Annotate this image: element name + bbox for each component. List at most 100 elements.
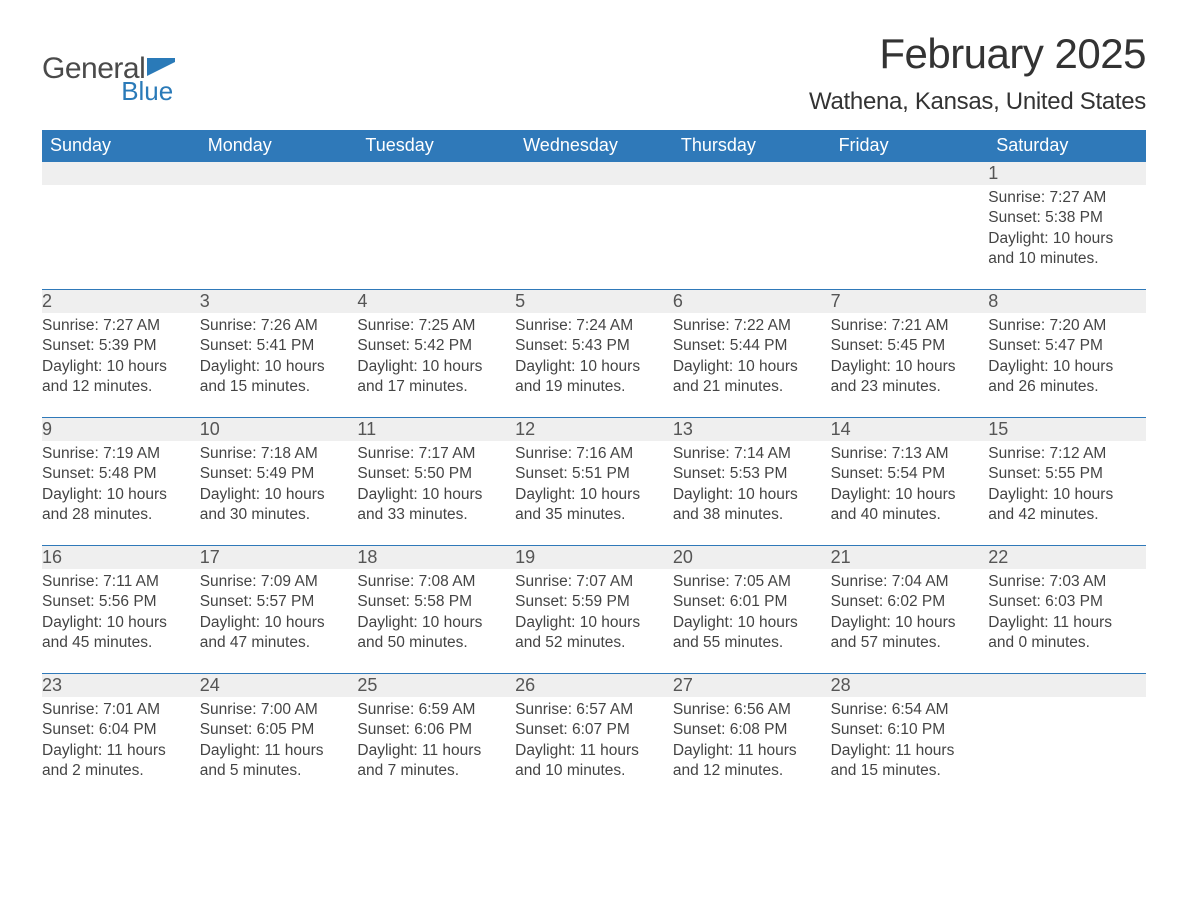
daynum-strip: 16171819202122 xyxy=(42,546,1146,569)
sunset-text: Sunset: 5:54 PM xyxy=(831,464,971,484)
sunrise-text: Sunrise: 7:27 AM xyxy=(988,188,1128,208)
day-number: 28 xyxy=(831,674,989,697)
day-cell: Sunrise: 7:00 AMSunset: 6:05 PMDaylight:… xyxy=(200,697,358,801)
sunset-text: Sunset: 5:44 PM xyxy=(673,336,813,356)
day-number: 23 xyxy=(42,674,200,697)
daylight-text: Daylight: 10 hours and 26 minutes. xyxy=(988,357,1128,398)
day-number: 26 xyxy=(515,674,673,697)
day-cell: Sunrise: 7:17 AMSunset: 5:50 PMDaylight:… xyxy=(357,441,515,545)
day-cell: Sunrise: 7:12 AMSunset: 5:55 PMDaylight:… xyxy=(988,441,1146,545)
sunset-text: Sunset: 6:10 PM xyxy=(831,720,971,740)
day-number: 5 xyxy=(515,290,673,313)
sunset-text: Sunset: 6:08 PM xyxy=(673,720,813,740)
sunrise-text: Sunrise: 7:18 AM xyxy=(200,444,340,464)
sunrise-text: Sunrise: 7:13 AM xyxy=(831,444,971,464)
daylight-text: Daylight: 10 hours and 21 minutes. xyxy=(673,357,813,398)
sunset-text: Sunset: 5:56 PM xyxy=(42,592,182,612)
day-cell: Sunrise: 7:14 AMSunset: 5:53 PMDaylight:… xyxy=(673,441,831,545)
day-cell xyxy=(515,185,673,289)
sunrise-text: Sunrise: 7:21 AM xyxy=(831,316,971,336)
day-cell: Sunrise: 7:07 AMSunset: 5:59 PMDaylight:… xyxy=(515,569,673,673)
day-number: 6 xyxy=(673,290,831,313)
day-cell: Sunrise: 7:13 AMSunset: 5:54 PMDaylight:… xyxy=(831,441,989,545)
daylight-text: Daylight: 10 hours and 42 minutes. xyxy=(988,485,1128,526)
sunset-text: Sunset: 5:51 PM xyxy=(515,464,655,484)
day-cell: Sunrise: 7:03 AMSunset: 6:03 PMDaylight:… xyxy=(988,569,1146,673)
daylight-text: Daylight: 10 hours and 38 minutes. xyxy=(673,485,813,526)
sunset-text: Sunset: 6:02 PM xyxy=(831,592,971,612)
day-number: 19 xyxy=(515,546,673,569)
week-row: 9101112131415Sunrise: 7:19 AMSunset: 5:4… xyxy=(42,417,1146,545)
day-number: 8 xyxy=(988,290,1146,313)
dow-header: Monday xyxy=(200,130,358,162)
sunrise-text: Sunrise: 6:54 AM xyxy=(831,700,971,720)
logo: General Blue xyxy=(42,30,175,104)
daylight-text: Daylight: 10 hours and 57 minutes. xyxy=(831,613,971,654)
day-cell: Sunrise: 7:04 AMSunset: 6:02 PMDaylight:… xyxy=(831,569,989,673)
sunset-text: Sunset: 5:41 PM xyxy=(200,336,340,356)
day-cell xyxy=(673,185,831,289)
sunset-text: Sunset: 5:47 PM xyxy=(988,336,1128,356)
sunset-text: Sunset: 5:58 PM xyxy=(357,592,497,612)
sunrise-text: Sunrise: 7:26 AM xyxy=(200,316,340,336)
day-cell xyxy=(200,185,358,289)
sunrise-text: Sunrise: 6:57 AM xyxy=(515,700,655,720)
day-cell: Sunrise: 7:26 AMSunset: 5:41 PMDaylight:… xyxy=(200,313,358,417)
week-body: Sunrise: 7:01 AMSunset: 6:04 PMDaylight:… xyxy=(42,697,1146,801)
sunrise-text: Sunrise: 7:14 AM xyxy=(673,444,813,464)
sunset-text: Sunset: 5:39 PM xyxy=(42,336,182,356)
daylight-text: Daylight: 10 hours and 40 minutes. xyxy=(831,485,971,526)
day-cell: Sunrise: 7:22 AMSunset: 5:44 PMDaylight:… xyxy=(673,313,831,417)
daynum-strip: 2345678 xyxy=(42,290,1146,313)
sunrise-text: Sunrise: 7:04 AM xyxy=(831,572,971,592)
day-cell: Sunrise: 7:21 AMSunset: 5:45 PMDaylight:… xyxy=(831,313,989,417)
day-cell xyxy=(357,185,515,289)
week-body: Sunrise: 7:27 AMSunset: 5:39 PMDaylight:… xyxy=(42,313,1146,417)
day-number xyxy=(200,162,358,185)
day-cell: Sunrise: 7:18 AMSunset: 5:49 PMDaylight:… xyxy=(200,441,358,545)
day-number: 13 xyxy=(673,418,831,441)
sunrise-text: Sunrise: 6:56 AM xyxy=(673,700,813,720)
weeks-container: 1Sunrise: 7:27 AMSunset: 5:38 PMDaylight… xyxy=(42,162,1146,801)
day-number: 3 xyxy=(200,290,358,313)
day-number: 18 xyxy=(357,546,515,569)
daylight-text: Daylight: 10 hours and 12 minutes. xyxy=(42,357,182,398)
sunrise-text: Sunrise: 7:00 AM xyxy=(200,700,340,720)
day-number: 7 xyxy=(831,290,989,313)
week-body: Sunrise: 7:19 AMSunset: 5:48 PMDaylight:… xyxy=(42,441,1146,545)
day-cell: Sunrise: 6:56 AMSunset: 6:08 PMDaylight:… xyxy=(673,697,831,801)
sunset-text: Sunset: 5:38 PM xyxy=(988,208,1128,228)
daylight-text: Daylight: 10 hours and 19 minutes. xyxy=(515,357,655,398)
sunset-text: Sunset: 6:07 PM xyxy=(515,720,655,740)
daylight-text: Daylight: 10 hours and 35 minutes. xyxy=(515,485,655,526)
day-cell: Sunrise: 7:16 AMSunset: 5:51 PMDaylight:… xyxy=(515,441,673,545)
day-cell: Sunrise: 7:11 AMSunset: 5:56 PMDaylight:… xyxy=(42,569,200,673)
day-cell: Sunrise: 7:08 AMSunset: 5:58 PMDaylight:… xyxy=(357,569,515,673)
day-cell: Sunrise: 6:59 AMSunset: 6:06 PMDaylight:… xyxy=(357,697,515,801)
week-row: 1Sunrise: 7:27 AMSunset: 5:38 PMDaylight… xyxy=(42,162,1146,289)
sunset-text: Sunset: 6:01 PM xyxy=(673,592,813,612)
sunset-text: Sunset: 5:45 PM xyxy=(831,336,971,356)
day-number: 25 xyxy=(357,674,515,697)
week-row: 232425262728Sunrise: 7:01 AMSunset: 6:04… xyxy=(42,673,1146,801)
sunrise-text: Sunrise: 7:17 AM xyxy=(357,444,497,464)
sunset-text: Sunset: 5:53 PM xyxy=(673,464,813,484)
day-cell: Sunrise: 7:20 AMSunset: 5:47 PMDaylight:… xyxy=(988,313,1146,417)
title-block: February 2025 Wathena, Kansas, United St… xyxy=(809,30,1146,116)
daylight-text: Daylight: 11 hours and 5 minutes. xyxy=(200,741,340,782)
sunset-text: Sunset: 5:50 PM xyxy=(357,464,497,484)
sunset-text: Sunset: 5:57 PM xyxy=(200,592,340,612)
day-number: 24 xyxy=(200,674,358,697)
day-number: 15 xyxy=(988,418,1146,441)
daylight-text: Daylight: 11 hours and 10 minutes. xyxy=(515,741,655,782)
header: General Blue February 2025 Wathena, Kans… xyxy=(42,30,1146,116)
sunrise-text: Sunrise: 7:01 AM xyxy=(42,700,182,720)
daynum-strip: 232425262728 xyxy=(42,674,1146,697)
location: Wathena, Kansas, United States xyxy=(809,88,1146,116)
week-body: Sunrise: 7:27 AMSunset: 5:38 PMDaylight:… xyxy=(42,185,1146,289)
day-number: 27 xyxy=(673,674,831,697)
day-cell: Sunrise: 7:19 AMSunset: 5:48 PMDaylight:… xyxy=(42,441,200,545)
sunset-text: Sunset: 6:03 PM xyxy=(988,592,1128,612)
daylight-text: Daylight: 11 hours and 2 minutes. xyxy=(42,741,182,782)
day-cell: Sunrise: 7:27 AMSunset: 5:39 PMDaylight:… xyxy=(42,313,200,417)
